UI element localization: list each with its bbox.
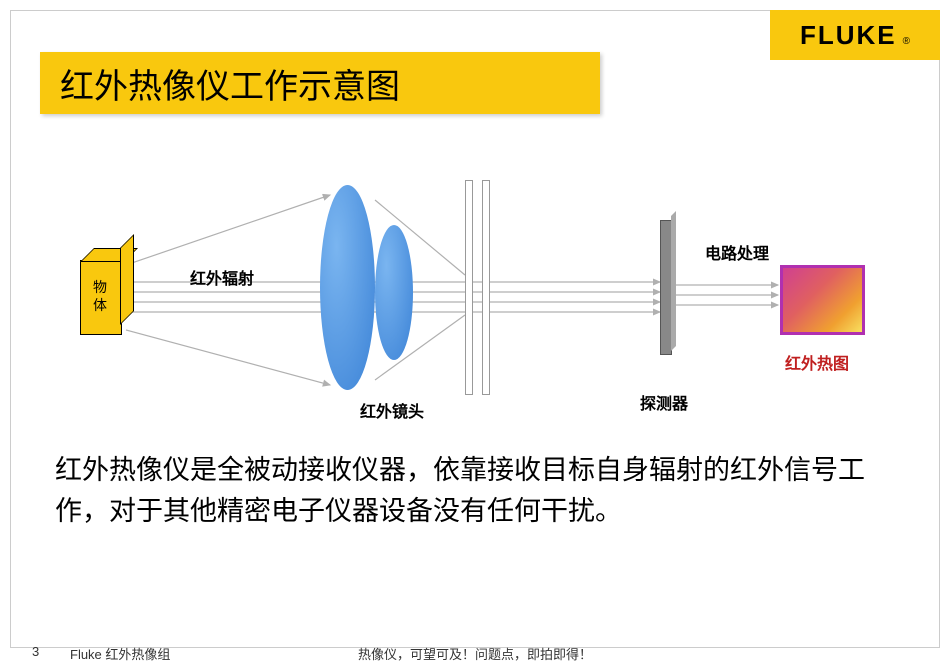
slide-title-bar: 红外热像仪工作示意图 [40, 52, 600, 114]
thermal-image-output [780, 265, 865, 335]
radiation-label: 红外辐射 [190, 265, 254, 289]
lens-1 [320, 185, 375, 390]
output-label: 红外热图 [785, 350, 849, 374]
brand-logo: FLUKE ® [770, 10, 940, 60]
circuit-label: 电路处理 [705, 240, 769, 264]
optical-diagram: 物体 红外辐射 红外镜头 探测器 电路处理 红外热图 [40, 160, 910, 450]
logo-text: FLUKE [800, 20, 897, 51]
aperture-plate-2 [482, 180, 490, 395]
slide-title: 红外热像仪工作示意图 [60, 59, 400, 108]
lens-2 [375, 225, 413, 360]
logo-trademark: ® [903, 36, 910, 47]
footer-center-text: 热像仪，可望可及！问题点，即拍即得！ [0, 644, 950, 663]
object-label: 物体 [88, 278, 112, 314]
aperture-plate-1 [465, 180, 473, 395]
detector-label: 探测器 [640, 390, 688, 414]
slide-body-text: 红外热像仪是全被动接收仪器，依靠接收目标自身辐射的红外信号工作，对于其他精密电子… [55, 450, 895, 531]
lens-label: 红外镜头 [360, 398, 424, 422]
detector-block [660, 220, 672, 355]
